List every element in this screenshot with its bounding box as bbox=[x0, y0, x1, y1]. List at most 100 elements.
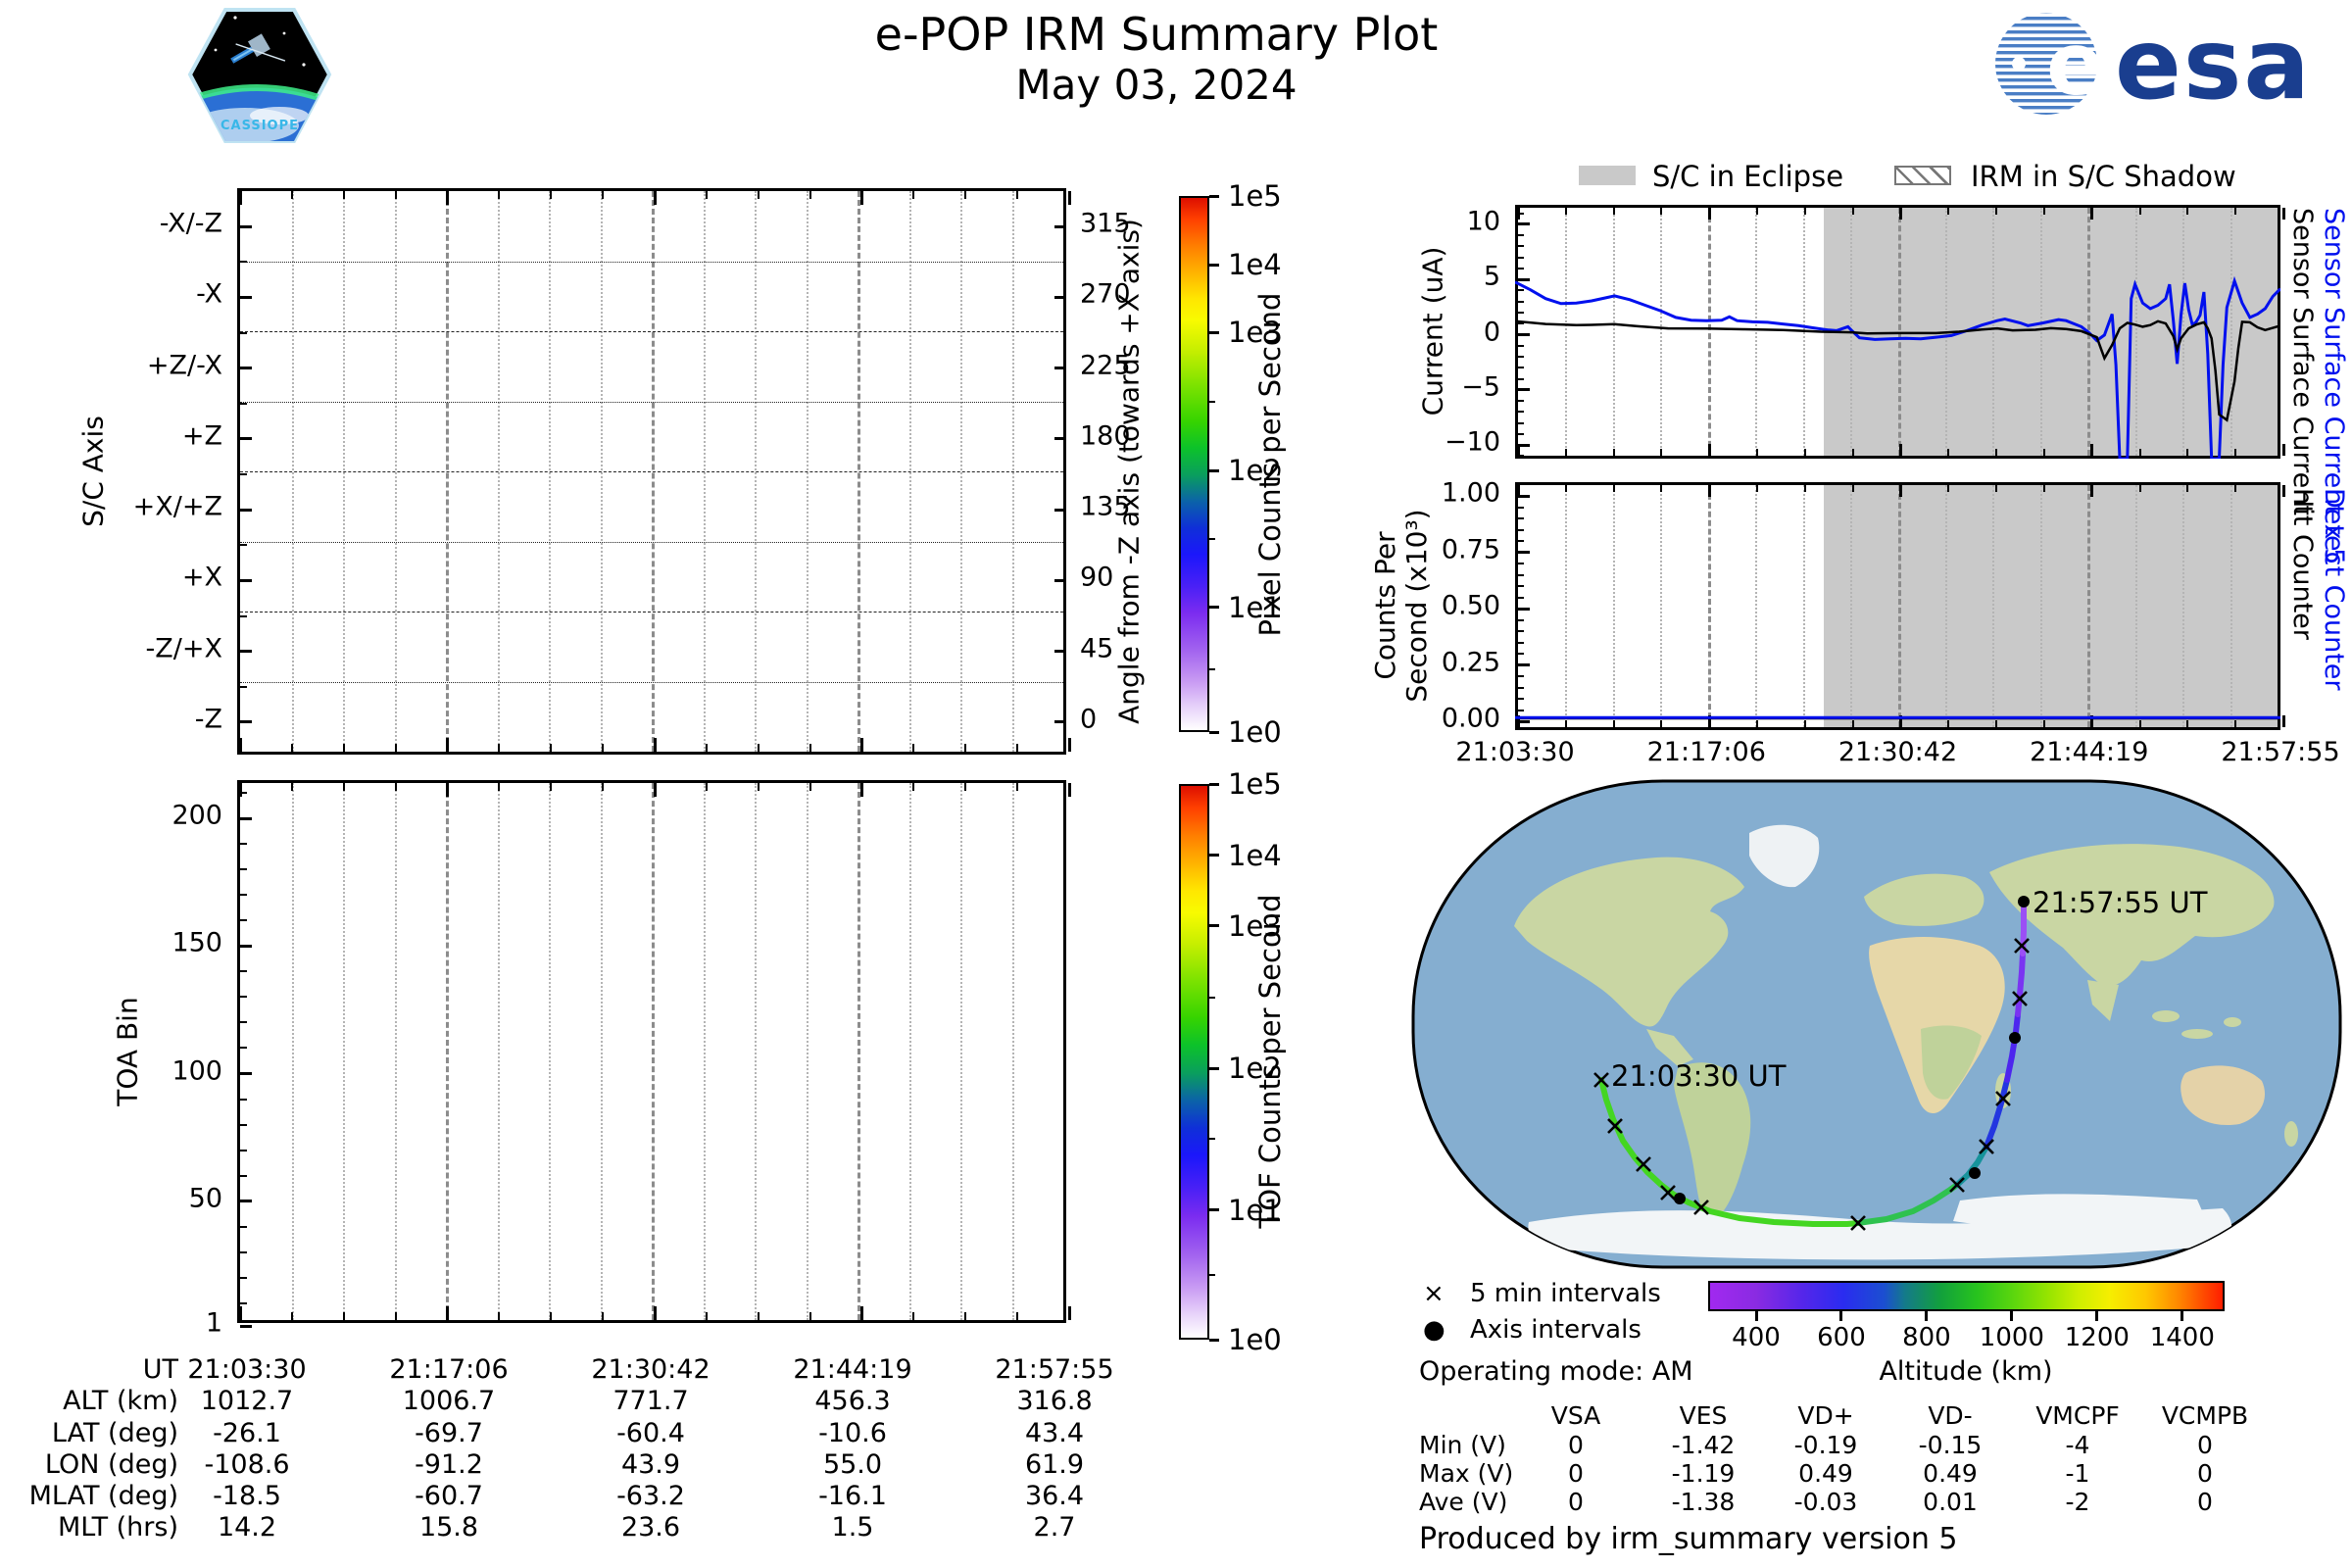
counts-ylabel-line1: Counts Per bbox=[1368, 531, 1401, 680]
current-minor-tick bbox=[1518, 411, 1524, 414]
counts-minor-tick bbox=[1518, 506, 1524, 509]
sc-axis-ytick-label: +Z bbox=[181, 420, 222, 452]
sc-axis-minor-tick bbox=[240, 720, 247, 723]
sc-axis-ytick-label: -X bbox=[196, 278, 222, 310]
counts-minor-tick bbox=[1518, 528, 1524, 531]
map-europe bbox=[1864, 873, 1984, 926]
sc-axis-ytick-label: +Z/-X bbox=[146, 350, 222, 381]
map-antarctica-lobe bbox=[1953, 1194, 2207, 1228]
time-tick-top bbox=[446, 783, 449, 797]
angle-axis-tick-label: 135 bbox=[1080, 491, 1131, 522]
ground-track-map[interactable]: 21:03:30 UT 21:57:55 UT bbox=[1411, 779, 2342, 1269]
voltage-cell: 0.01 bbox=[1923, 1488, 1978, 1516]
minor-gridline bbox=[2134, 485, 2137, 727]
time-tick-top bbox=[2234, 485, 2237, 492]
tof-cbar-minor-tick bbox=[1209, 1273, 1215, 1276]
voltage-cell: -1.38 bbox=[1671, 1488, 1736, 1516]
altitude-colorbar bbox=[1708, 1281, 2225, 1311]
time-tick-top bbox=[1067, 191, 1071, 205]
minor-gridline bbox=[1565, 485, 1568, 727]
ephemeris-row-label: MLAT (deg) bbox=[28, 1481, 178, 1511]
current-minor-tick bbox=[1518, 421, 1524, 424]
altitude-tick bbox=[1754, 1311, 1758, 1321]
time-tick bbox=[1756, 720, 1759, 727]
time-tick-top bbox=[394, 783, 397, 791]
ephemeris-cell: 55.0 bbox=[822, 1449, 883, 1480]
current-minor-tick bbox=[1518, 311, 1524, 314]
time-tick-top bbox=[394, 191, 397, 199]
toa-minor-tick bbox=[240, 945, 247, 948]
counts-ytick-label: 0.25 bbox=[1441, 647, 1500, 677]
counts-plot[interactable] bbox=[1515, 482, 2285, 730]
toa-minor-tick bbox=[240, 868, 247, 871]
time-tick-top bbox=[550, 191, 553, 199]
toa-minor-tick bbox=[240, 843, 247, 846]
five-min-interval-marker bbox=[1995, 1091, 2011, 1106]
eclipse-legend-swatch bbox=[1579, 166, 1636, 185]
track-segment bbox=[2004, 1011, 2021, 1083]
time-tick-top bbox=[860, 191, 863, 205]
major-gridline bbox=[858, 783, 860, 1320]
toa-bin-spectrogram-plot[interactable] bbox=[237, 780, 1071, 1328]
time-tick-top bbox=[2186, 485, 2189, 492]
map-australia bbox=[2180, 1065, 2266, 1126]
shadow-legend-swatch bbox=[1894, 166, 1951, 185]
track-segment bbox=[2015, 951, 2026, 1017]
current-plot[interactable] bbox=[1515, 205, 2285, 459]
time-tick-top bbox=[2186, 208, 2189, 215]
sc-axis-spectrogram-plot[interactable] bbox=[237, 188, 1071, 755]
ephemeris-cell: -69.7 bbox=[415, 1418, 483, 1448]
tof-cbar-tick-label: 1e4 bbox=[1228, 838, 1282, 872]
altitude-tick bbox=[2180, 1311, 2184, 1321]
toa-major-tick bbox=[240, 1324, 252, 1328]
time-tick bbox=[860, 738, 863, 752]
time-tick-top bbox=[1995, 208, 1998, 215]
time-tick-top bbox=[1612, 208, 1615, 215]
sc-axis-minor-tick bbox=[240, 473, 247, 475]
time-tick bbox=[1851, 720, 1854, 727]
voltage-cell: 0 bbox=[2197, 1459, 2213, 1488]
time-tick bbox=[342, 1312, 345, 1320]
ephemeris-cell: 1012.7 bbox=[200, 1386, 294, 1416]
voltage-cell: -0.03 bbox=[1793, 1488, 1858, 1516]
time-tick bbox=[1851, 449, 1854, 456]
ephemeris-cell: 456.3 bbox=[814, 1386, 891, 1416]
time-tick bbox=[1067, 738, 1071, 752]
voltage-cell: 0 bbox=[2197, 1488, 2213, 1516]
minor-gridline bbox=[2230, 208, 2232, 456]
map-greenland bbox=[1749, 824, 1820, 888]
current-right-label-outer: Sensor Surface Current x 5 bbox=[2319, 208, 2349, 565]
time-tick-top bbox=[2042, 208, 2045, 215]
angle-axis-tick-label: 270 bbox=[1080, 278, 1131, 310]
sc-axis-minor-tick bbox=[240, 296, 247, 299]
time-tick-top bbox=[1803, 485, 1806, 492]
time-tick bbox=[860, 1306, 863, 1320]
time-tick-top bbox=[705, 783, 708, 791]
altitude-tick-label: 600 bbox=[1817, 1323, 1866, 1352]
five-min-interval-marker bbox=[1949, 1177, 1965, 1193]
time-tick bbox=[964, 1312, 967, 1320]
minor-gridline bbox=[1011, 783, 1014, 1320]
ephemeris-row-label: MLT (hrs) bbox=[57, 1512, 178, 1543]
time-tick-top bbox=[653, 783, 657, 797]
current-minor-tick bbox=[1518, 400, 1524, 403]
time-tick-top bbox=[290, 783, 293, 791]
current-major-tick bbox=[1518, 277, 1530, 281]
pixel-cbar-tick bbox=[1209, 194, 1219, 198]
time-tick bbox=[1899, 715, 1902, 727]
track-segment bbox=[1984, 1077, 2010, 1150]
pixel-cbar-tick-label: 1e4 bbox=[1228, 248, 1282, 282]
time-tick-top bbox=[964, 191, 967, 199]
time-tick-top bbox=[1707, 208, 1711, 220]
angle-axis-major-tick bbox=[1054, 224, 1066, 228]
counts-major-tick bbox=[1518, 494, 1530, 498]
time-tick bbox=[446, 738, 449, 752]
time-tick bbox=[446, 1306, 449, 1320]
five-min-interval-marker bbox=[1693, 1200, 1709, 1215]
sc-axis-minor-tick bbox=[240, 331, 247, 334]
voltage-cell: -1.42 bbox=[1671, 1431, 1736, 1459]
time-tick-top bbox=[2138, 485, 2141, 492]
axis-interval-marker bbox=[1674, 1193, 1686, 1204]
map-asia bbox=[1989, 844, 2275, 986]
map-india bbox=[2087, 980, 2119, 1021]
